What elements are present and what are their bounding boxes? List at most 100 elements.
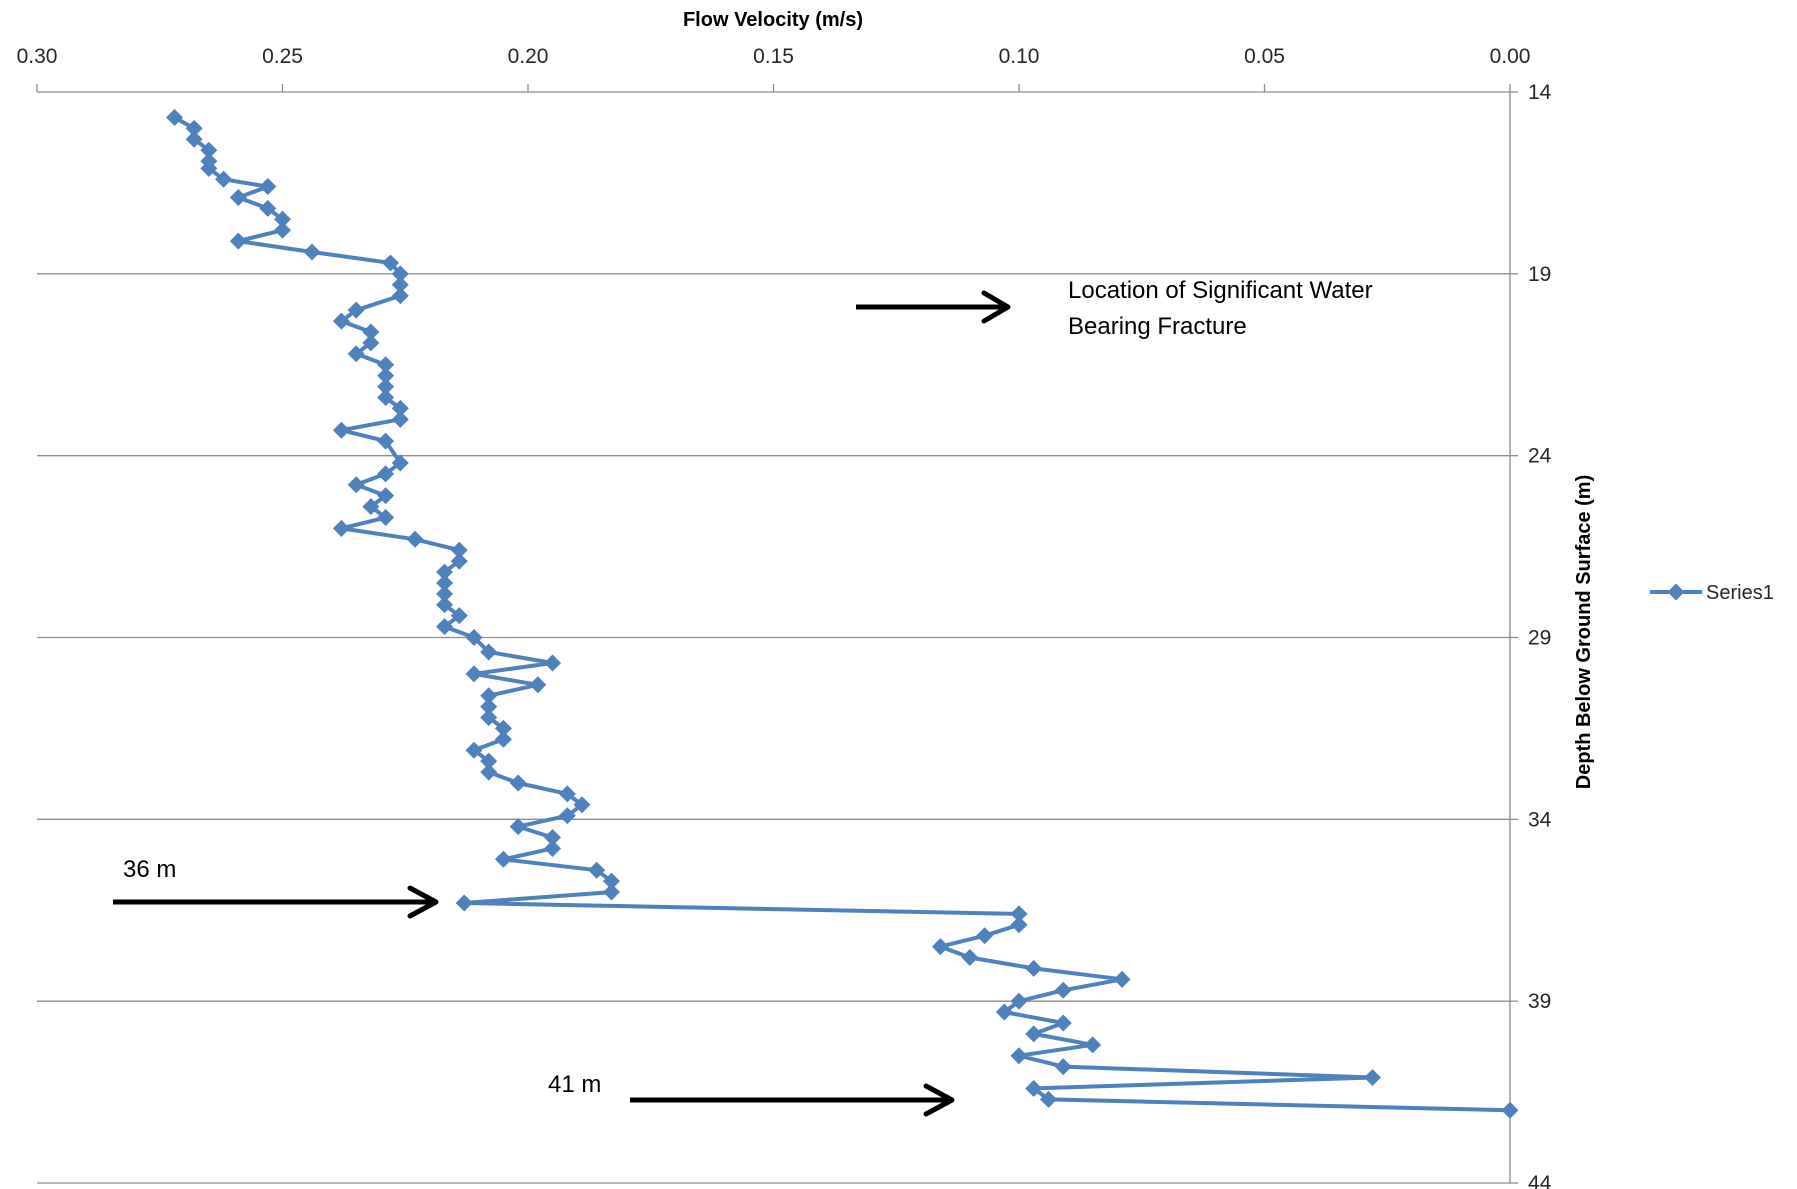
data-point bbox=[436, 574, 454, 592]
data-point bbox=[544, 839, 562, 857]
y-tick-label: 44 bbox=[1528, 1172, 1552, 1189]
data-point bbox=[480, 709, 498, 727]
data-point bbox=[200, 159, 218, 177]
data-point bbox=[274, 221, 291, 239]
x-tick-label: 0.10 bbox=[999, 45, 1040, 68]
y-axis-ticks: 14 19 24 29 34 39 44 bbox=[1510, 81, 1552, 1189]
data-point bbox=[450, 552, 468, 570]
data-point bbox=[1501, 1101, 1519, 1119]
annotation-41m: 41 m bbox=[548, 1071, 955, 1117]
data-point bbox=[480, 643, 498, 661]
data-point bbox=[391, 276, 409, 294]
data-point bbox=[200, 141, 218, 159]
data-point bbox=[995, 1003, 1013, 1021]
data-point bbox=[382, 254, 399, 272]
data-point bbox=[229, 232, 247, 250]
data-point bbox=[185, 119, 203, 137]
data-point bbox=[391, 287, 409, 305]
data-point bbox=[391, 410, 409, 428]
data-point bbox=[259, 178, 277, 196]
y-tick-label: 39 bbox=[1528, 990, 1551, 1013]
data-point bbox=[406, 530, 424, 548]
arrow-36m bbox=[113, 885, 439, 919]
y-tick-label: 24 bbox=[1528, 445, 1552, 468]
annotation-36m: 36 m bbox=[113, 856, 439, 919]
data-point bbox=[509, 818, 527, 836]
data-point bbox=[436, 596, 454, 614]
data-point bbox=[603, 872, 620, 890]
x-tick-label: 0.00 bbox=[1490, 45, 1531, 68]
data-point bbox=[347, 345, 365, 363]
data-point bbox=[931, 938, 949, 956]
data-point bbox=[377, 356, 395, 374]
data-point bbox=[436, 563, 453, 581]
data-point bbox=[1054, 981, 1072, 999]
legend-swatch-marker bbox=[1667, 583, 1685, 601]
data-point bbox=[480, 752, 498, 770]
data-point bbox=[1364, 1069, 1381, 1087]
data-point bbox=[1113, 970, 1131, 988]
data-point bbox=[494, 730, 512, 748]
arrow-fracture bbox=[856, 290, 1011, 324]
data-point bbox=[1025, 959, 1043, 977]
y-axis-title: Depth Below Ground Surface (m) bbox=[1573, 475, 1595, 789]
x-tick-label: 0.15 bbox=[753, 45, 794, 68]
data-point bbox=[391, 265, 409, 283]
data-point bbox=[377, 389, 395, 406]
annotation-41m-label: 41 m bbox=[548, 1071, 601, 1098]
arrow-41m bbox=[630, 1083, 955, 1117]
data-point bbox=[465, 665, 483, 683]
data-point bbox=[166, 108, 184, 126]
y-tick-label: 19 bbox=[1528, 263, 1551, 286]
data-point bbox=[347, 476, 365, 494]
grid-lines bbox=[37, 273, 1510, 1184]
data-point bbox=[1010, 1047, 1028, 1065]
data-point bbox=[215, 170, 233, 188]
annotation-fracture-line1: Location of Significant Water bbox=[1068, 277, 1373, 304]
data-point bbox=[332, 519, 350, 537]
data-point bbox=[480, 698, 498, 716]
x-axis-title: Flow Velocity (m/s) bbox=[683, 9, 863, 31]
x-axis-ticks: 0.30 0.25 0.20 0.15 0.10 0.05 0.00 bbox=[17, 45, 1531, 92]
data-point bbox=[436, 618, 454, 636]
annotation-fracture: Location of Significant Water Bearing Fr… bbox=[856, 277, 1373, 340]
x-tick-label: 0.30 bbox=[17, 45, 58, 68]
data-point bbox=[1010, 916, 1028, 934]
data-point bbox=[509, 774, 527, 792]
data-point bbox=[362, 334, 380, 352]
data-point bbox=[377, 432, 395, 450]
annotation-36m-label: 36 m bbox=[123, 856, 176, 883]
data-point bbox=[558, 807, 576, 825]
data-point bbox=[303, 243, 321, 261]
data-point bbox=[480, 763, 498, 781]
data-point bbox=[1054, 1058, 1072, 1076]
data-point bbox=[465, 629, 483, 646]
data-point bbox=[259, 199, 277, 217]
data-point bbox=[529, 676, 547, 694]
data-point bbox=[332, 312, 350, 330]
data-point bbox=[450, 607, 468, 625]
data-point bbox=[544, 654, 562, 672]
data-point bbox=[229, 188, 247, 206]
data-point bbox=[465, 741, 483, 759]
data-point bbox=[455, 894, 473, 912]
data-point bbox=[961, 949, 979, 967]
data-point bbox=[391, 454, 409, 472]
data-point bbox=[1025, 1025, 1043, 1043]
data-point bbox=[480, 687, 498, 705]
data-point bbox=[1084, 1036, 1102, 1054]
data-point bbox=[603, 883, 620, 901]
series-series1 bbox=[166, 108, 1519, 1119]
data-point bbox=[185, 130, 203, 148]
data-point bbox=[558, 785, 576, 803]
x-tick-label: 0.05 bbox=[1244, 45, 1285, 68]
data-point bbox=[332, 421, 350, 439]
series-line bbox=[173, 115, 1511, 1113]
data-point bbox=[362, 323, 380, 341]
y-tick-label: 14 bbox=[1528, 81, 1552, 104]
y-tick-label: 29 bbox=[1528, 627, 1551, 650]
legend-label-series1: Series1 bbox=[1706, 582, 1774, 604]
legend: Series1 bbox=[1650, 582, 1774, 604]
data-point bbox=[450, 541, 468, 559]
